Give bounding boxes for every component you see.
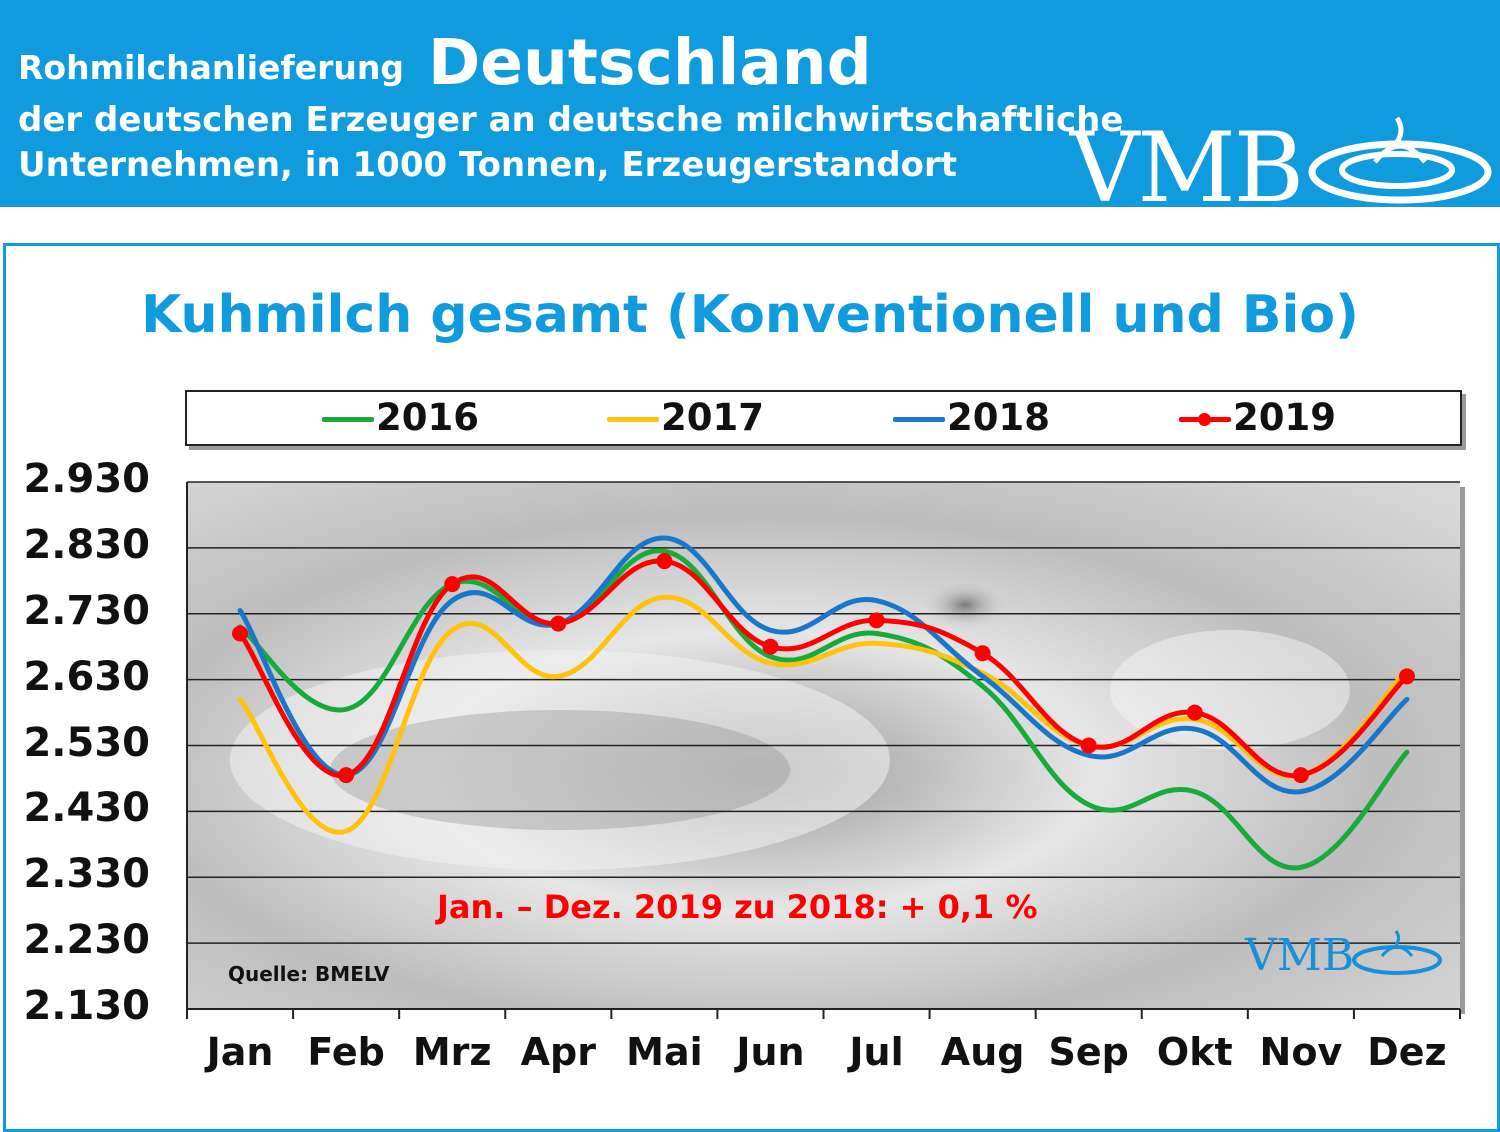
data-point-2019 bbox=[1292, 767, 1309, 784]
x-tick-label: Mai bbox=[626, 1030, 703, 1074]
vmb-logo: VMB bbox=[1070, 112, 1304, 224]
y-tick-label: 2.130 bbox=[23, 983, 150, 1029]
header-description-line1: der deutschen Erzeuger an deutsche milch… bbox=[18, 100, 1124, 140]
x-tick-label: Okt bbox=[1156, 1030, 1233, 1074]
data-point-2019 bbox=[974, 645, 991, 662]
x-tick-label: Aug bbox=[940, 1030, 1025, 1074]
source-label: Quelle: BMELV bbox=[228, 962, 390, 986]
annotation-note: Jan. – Dez. 2019 zu 2018: + 0,1 % bbox=[437, 888, 1038, 926]
x-tick-label: Jun bbox=[736, 1030, 805, 1074]
x-tick-label: Feb bbox=[307, 1030, 385, 1074]
y-tick-label: 2.530 bbox=[23, 719, 150, 766]
chart-title: Kuhmilch gesamt (Konventionell und Bio) bbox=[141, 285, 1359, 345]
data-point-2019 bbox=[762, 638, 779, 655]
header-description-line2: Unternehmen, in 1000 Tonnen, Erzeugersta… bbox=[18, 145, 958, 185]
data-point-2019 bbox=[656, 553, 673, 570]
x-tick-label: Sep bbox=[1048, 1030, 1129, 1074]
header-title: Deutschland bbox=[428, 26, 872, 99]
y-tick-label: 2.630 bbox=[23, 653, 150, 700]
series-line-2019 bbox=[237, 558, 1410, 779]
y-tick-label: 2.230 bbox=[23, 917, 150, 964]
y-tick-label: 2.730 bbox=[23, 587, 150, 634]
header-subtitle: Rohmilchanlieferung bbox=[18, 48, 405, 87]
y-tick-label: 2.830 bbox=[23, 521, 150, 568]
legend-line-icon bbox=[607, 417, 659, 422]
x-tick-label: Dez bbox=[1367, 1030, 1447, 1074]
legend-label: 2018 bbox=[947, 396, 1050, 439]
data-point-2019 bbox=[1186, 704, 1203, 721]
data-point-2019 bbox=[338, 767, 355, 784]
header-banner: Rohmilchanlieferung Deutschland der deut… bbox=[0, 0, 1500, 216]
y-tick-label: 2.330 bbox=[23, 851, 150, 898]
plot-shadow bbox=[1460, 487, 1465, 1014]
series-lines bbox=[232, 535, 1415, 871]
legend-line-icon bbox=[322, 417, 374, 422]
x-tick-label: Nov bbox=[1259, 1030, 1343, 1074]
vmb-watermark-swirl-icon bbox=[1352, 930, 1442, 975]
y-tick-label: 2.430 bbox=[23, 785, 150, 832]
data-point-2019 bbox=[550, 615, 567, 632]
data-point-2019 bbox=[232, 625, 249, 642]
x-tick-label: Mrz bbox=[412, 1030, 492, 1074]
legend-label: 2016 bbox=[376, 396, 479, 439]
axes bbox=[186, 482, 1465, 1019]
y-tick-label: 2.930 bbox=[23, 456, 150, 502]
series-line-2018 bbox=[237, 535, 1410, 795]
chart-legend: 2016 2017 2018 2019 bbox=[185, 390, 1462, 446]
series-line-2017 bbox=[237, 594, 1410, 835]
data-point-2019 bbox=[868, 612, 885, 629]
x-tick-label: Apr bbox=[520, 1030, 596, 1074]
legend-line-icon bbox=[893, 417, 945, 422]
x-tick-label: Jul bbox=[849, 1030, 904, 1074]
vmb-watermark: VMB bbox=[1245, 930, 1355, 981]
data-point-2019 bbox=[444, 576, 461, 593]
series-line-2016 bbox=[237, 548, 1410, 871]
legend-label: 2017 bbox=[661, 396, 764, 439]
data-point-2019 bbox=[1398, 668, 1415, 685]
vmb-swirl-icon bbox=[1308, 116, 1492, 204]
legend-label: 2019 bbox=[1233, 396, 1336, 439]
x-tick-label: Jan bbox=[206, 1030, 274, 1074]
legend-marker-icon bbox=[1198, 413, 1211, 426]
data-point-2019 bbox=[1080, 737, 1097, 754]
